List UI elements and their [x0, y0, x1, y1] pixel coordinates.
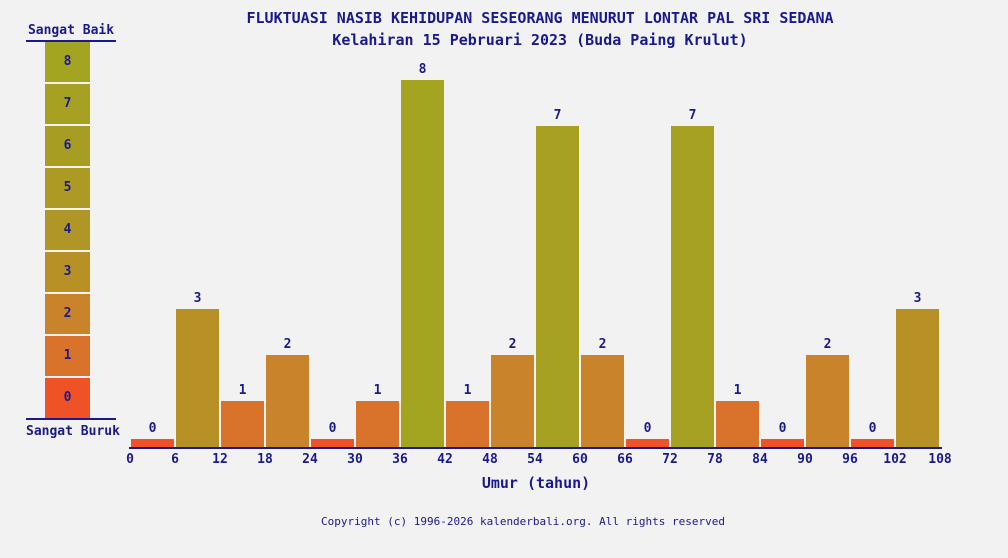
bar-value-label-84-90: 0 — [778, 421, 787, 436]
bar-value-label-90-96: 2 — [823, 337, 832, 352]
x-tick-label-96: 96 — [842, 452, 858, 467]
bar-chart: 0 3 1 2 0 1 8 1 2 7 2 0 7 1 0 2 0 3 0 6 12 18 24 30 36 42 48 54 60 66… — [126, 0, 952, 467]
x-tick-label-66: 66 — [617, 452, 633, 467]
bar-age-90-96 — [806, 355, 849, 447]
bar-age-6-12 — [176, 309, 219, 447]
x-tick-label-54: 54 — [527, 452, 543, 467]
bar-value-label-30-36: 1 — [373, 383, 382, 398]
bar-age-42-48 — [446, 401, 489, 447]
bar-age-84-90 — [761, 439, 804, 447]
legend-swatch-0: 0 — [45, 378, 90, 418]
x-tick-label-72: 72 — [662, 452, 678, 467]
x-tick-label-6: 6 — [171, 452, 179, 467]
x-tick-label-0: 0 — [126, 452, 134, 467]
x-tick-label-90: 90 — [797, 452, 813, 467]
bar-age-78-84 — [716, 401, 759, 447]
bar-value-label-72-78: 7 — [688, 108, 697, 123]
bar-value-label-24-30: 0 — [328, 421, 337, 436]
x-tick-label-24: 24 — [302, 452, 318, 467]
bar-value-label-54-60: 7 — [553, 108, 562, 123]
legend-top-label: Sangat Baik — [26, 23, 116, 42]
x-tick-label-18: 18 — [257, 452, 273, 467]
bar-value-label-0-6: 0 — [148, 421, 157, 436]
bar-age-36-42 — [401, 80, 444, 447]
bar-age-0-6 — [131, 439, 174, 447]
chart-title: FLUKTUASI NASIB KEHIDUPAN SESEORANG MENU… — [246, 9, 834, 27]
legend-swatch-8: 8 — [45, 42, 90, 82]
legend-swatch-4: 4 — [45, 210, 90, 250]
legend-bottom-label: Sangat Buruk — [26, 418, 120, 439]
x-tick-label-42: 42 — [437, 452, 453, 467]
x-tick-label-60: 60 — [572, 452, 588, 467]
bar-value-label-18-24: 2 — [283, 337, 292, 352]
bar-value-label-96-102: 0 — [868, 421, 877, 436]
legend-swatch-3: 3 — [45, 252, 90, 292]
bar-age-24-30 — [311, 439, 354, 447]
bar-age-102-108 — [896, 309, 939, 447]
bar-age-30-36 — [356, 401, 399, 447]
x-tick-label-108: 108 — [928, 452, 952, 467]
legend-swatch-6: 6 — [45, 126, 90, 166]
bar-value-label-102-108: 3 — [913, 291, 922, 306]
bar-age-72-78 — [671, 126, 714, 447]
bar-age-66-72 — [626, 439, 669, 447]
legend-swatch-1: 1 — [45, 336, 90, 376]
bar-value-label-78-84: 1 — [733, 383, 742, 398]
bar-age-48-54 — [491, 355, 534, 447]
bar-age-12-18 — [221, 401, 264, 447]
bar-value-label-12-18: 1 — [238, 383, 247, 398]
x-tick-label-84: 84 — [752, 452, 768, 467]
bar-age-96-102 — [851, 439, 894, 447]
x-tick-label-12: 12 — [212, 452, 228, 467]
bar-value-label-66-72: 0 — [643, 421, 652, 436]
x-tick-label-78: 78 — [707, 452, 723, 467]
bar-value-label-48-54: 2 — [508, 337, 517, 352]
legend-swatch-5: 5 — [45, 168, 90, 208]
legend-swatch-2: 2 — [45, 294, 90, 334]
legend-swatch-7: 7 — [45, 84, 90, 124]
x-axis-title: Umur (tahun) — [481, 474, 591, 492]
bar-age-18-24 — [266, 355, 309, 447]
x-tick-label-102: 102 — [883, 452, 907, 467]
bar-value-label-60-66: 2 — [598, 337, 607, 352]
bar-value-label-36-42: 8 — [418, 62, 427, 77]
copyright-text: Copyright (c) 1996-2026 kalenderbali.org… — [321, 515, 725, 528]
x-axis-line — [129, 447, 942, 449]
x-tick-label-36: 36 — [392, 452, 408, 467]
bar-value-label-42-48: 1 — [463, 383, 472, 398]
x-tick-label-48: 48 — [482, 452, 498, 467]
bar-value-label-6-12: 3 — [193, 291, 202, 306]
bar-age-54-60 — [536, 126, 579, 447]
chart-subtitle: Kelahiran 15 Pebruari 2023 (Buda Paing K… — [332, 31, 748, 49]
bar-age-60-66 — [581, 355, 624, 447]
x-tick-label-30: 30 — [347, 452, 363, 467]
